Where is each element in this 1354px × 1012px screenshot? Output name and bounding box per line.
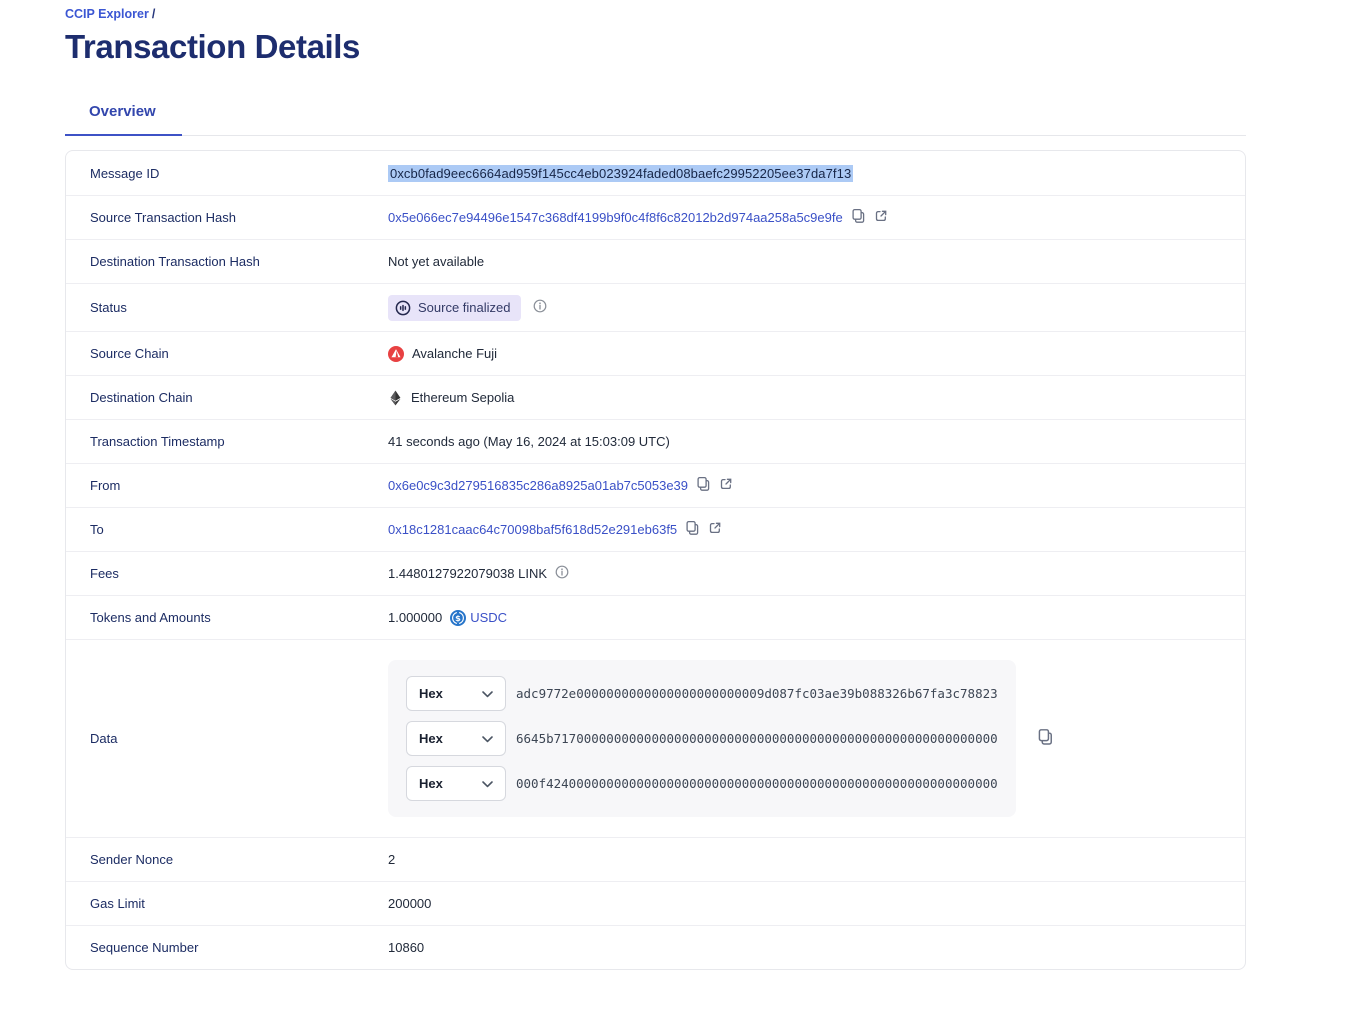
- tab-overview[interactable]: Overview: [65, 103, 182, 136]
- copy-icon: [685, 520, 700, 539]
- timestamp-value: 41 seconds ago (May 16, 2024 at 15:03:09…: [388, 434, 670, 449]
- row-label: Message ID: [90, 165, 160, 181]
- table-row-sender-nonce: Sender Nonce 2: [66, 837, 1245, 881]
- from-address-link[interactable]: 0x6e0c9c3d279516835c286a8925a01ab7c5053e…: [388, 478, 689, 493]
- tab-bar: Overview: [65, 103, 1246, 136]
- chevron-down-icon: [482, 686, 493, 701]
- data-line: Hex 6645b7170000000000000000000000000000…: [406, 721, 998, 756]
- breadcrumb-separator: /: [151, 7, 156, 21]
- row-label: Destination Transaction Hash: [90, 254, 260, 269]
- row-label: Gas Limit: [90, 896, 145, 911]
- chevron-down-icon: [482, 776, 493, 791]
- token-amount: 1.000000: [388, 610, 443, 625]
- table-row-data: Data Hex adc9772e00000000000000000000000…: [66, 639, 1245, 837]
- dest-tx-hash-value: Not yet available: [388, 254, 485, 269]
- row-label: To: [90, 522, 104, 537]
- source-tx-hash-link[interactable]: 0x5e066ec7e94496e1547c368df4199b9f0c4f8f…: [388, 210, 843, 225]
- breadcrumb: CCIP Explorer /: [65, 0, 1246, 21]
- row-label: Fees: [90, 566, 119, 581]
- table-row-to: To 0x18c1281caac64c70098baf5f618d52e291e…: [66, 507, 1245, 551]
- table-row-source-chain: Source Chain Avalanche Fuji: [66, 331, 1245, 375]
- row-label: From: [90, 478, 121, 493]
- table-row-gas-limit: Gas Limit 200000: [66, 881, 1245, 925]
- table-row-timestamp: Transaction Timestamp 41 seconds ago (Ma…: [66, 419, 1245, 463]
- hex-format-select[interactable]: Hex: [406, 721, 506, 756]
- row-label: Source Chain: [90, 346, 169, 361]
- table-row-dest-tx-hash: Destination Transaction Hash Not yet ava…: [66, 239, 1245, 283]
- dest-chain-name: Ethereum Sepolia: [411, 390, 515, 405]
- status-progress-icon: [395, 300, 411, 316]
- data-copy-button[interactable]: [1037, 728, 1054, 749]
- table-row-message-id: Message ID 0xcb0fad9eec6664ad959f145cc4e…: [66, 151, 1245, 195]
- table-row-status: Status Source finalized: [66, 283, 1245, 331]
- status-badge: Source finalized: [388, 294, 521, 321]
- data-line: Hex 000f42400000000000000000000000000000…: [406, 766, 998, 801]
- svg-text:$: $: [455, 612, 461, 622]
- copy-button[interactable]: [851, 208, 866, 227]
- data-hex-line: adc9772e0000000000000000000000009d087fc0…: [516, 686, 998, 701]
- external-link-icon: [708, 521, 722, 538]
- external-link-button[interactable]: [874, 209, 888, 226]
- message-id-value: 0xcb0fad9eec6664ad959f145cc4eb023924fade…: [388, 164, 854, 182]
- avalanche-logo: [388, 345, 404, 362]
- table-row-fees: Fees 1.4480127922079038 LINK: [66, 551, 1245, 595]
- data-hex-line: 000f424000000000000000000000000000000000…: [516, 776, 998, 791]
- row-label: Sender Nonce: [90, 852, 174, 867]
- data-line: Hex adc9772e0000000000000000000000009d08…: [406, 676, 998, 711]
- copy-icon: [1037, 728, 1054, 749]
- ethereum-logo: [390, 390, 401, 406]
- sequence-number-value: 10860: [388, 940, 425, 955]
- external-link-button[interactable]: [719, 477, 733, 494]
- row-label: Sequence Number: [90, 940, 199, 955]
- row-label: Source Transaction Hash: [90, 210, 236, 225]
- hex-format-select[interactable]: Hex: [406, 676, 506, 711]
- copy-button[interactable]: [685, 520, 700, 539]
- usdc-logo: $: [450, 609, 467, 626]
- table-row-dest-chain: Destination Chain Ethereum Sepolia: [66, 375, 1245, 419]
- sender-nonce-value: 2: [388, 852, 396, 867]
- source-chain-name: Avalanche Fuji: [412, 346, 498, 361]
- fees-info-button[interactable]: [555, 565, 569, 582]
- external-link-button[interactable]: [708, 521, 722, 538]
- hex-format-value: Hex: [419, 776, 443, 791]
- table-row-tokens: Tokens and Amounts 1.000000 $ USDC: [66, 595, 1245, 639]
- info-circle-icon: [555, 565, 569, 582]
- info-circle-icon: [533, 299, 547, 316]
- external-link-icon: [874, 209, 888, 226]
- status-badge-label: Source finalized: [418, 300, 511, 315]
- hex-format-select[interactable]: Hex: [406, 766, 506, 801]
- page-content: CCIP Explorer / Transaction Details Overv…: [65, 0, 1246, 970]
- data-hex-line: 6645b71700000000000000000000000000000000…: [516, 731, 998, 746]
- page-title: Transaction Details: [65, 28, 361, 65]
- table-row-sequence-number: Sequence Number 10860: [66, 925, 1245, 969]
- gas-limit-value: 200000: [388, 896, 432, 911]
- row-label: Transaction Timestamp: [90, 434, 225, 449]
- to-address-link[interactable]: 0x18c1281caac64c70098baf5f618d52e291eb63…: [388, 522, 678, 537]
- table-row-source-tx-hash: Source Transaction Hash 0x5e066ec7e94496…: [66, 195, 1245, 239]
- chevron-down-icon: [482, 731, 493, 746]
- row-label: Destination Chain: [90, 390, 193, 405]
- row-label: Data: [90, 731, 118, 746]
- table-row-from: From 0x6e0c9c3d279516835c286a8925a01ab7c…: [66, 463, 1245, 507]
- hex-format-value: Hex: [419, 686, 443, 701]
- status-info-button[interactable]: [533, 299, 547, 316]
- hex-format-value: Hex: [419, 731, 443, 746]
- row-label: Status: [90, 300, 127, 315]
- copy-icon: [696, 476, 711, 495]
- row-label: Tokens and Amounts: [90, 610, 211, 625]
- breadcrumb-link-ccip-explorer[interactable]: CCIP Explorer: [65, 7, 149, 21]
- copy-button[interactable]: [696, 476, 711, 495]
- fees-value: 1.4480127922079038 LINK: [388, 566, 548, 581]
- transaction-details-table: Message ID 0xcb0fad9eec6664ad959f145cc4e…: [65, 150, 1246, 970]
- usdc-token-link[interactable]: USDC: [470, 610, 508, 625]
- data-hex-box: Hex adc9772e0000000000000000000000009d08…: [388, 660, 1016, 817]
- copy-icon: [851, 208, 866, 227]
- external-link-icon: [719, 477, 733, 494]
